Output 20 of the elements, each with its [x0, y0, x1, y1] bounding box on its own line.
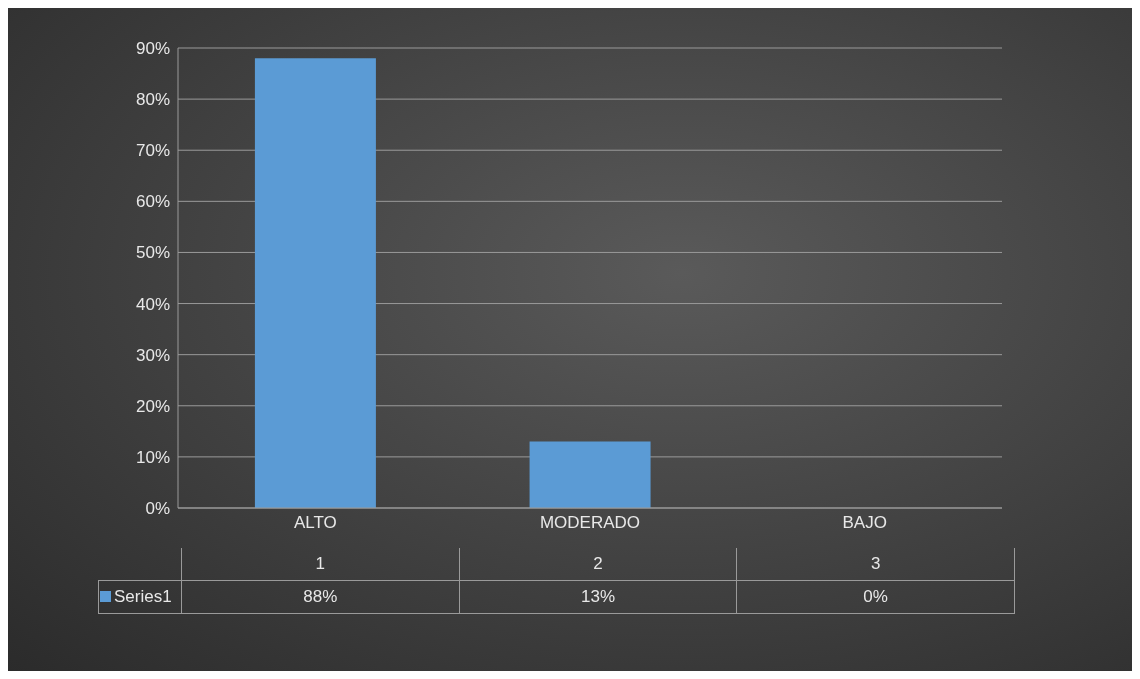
y-tick-label: 70% — [135, 141, 170, 161]
y-tick-label: 30% — [135, 345, 170, 365]
x-tick-label: BAJO — [842, 513, 887, 533]
x-tick-label: ALTO — [293, 513, 337, 533]
x-tick-label: MODERADO — [539, 513, 641, 533]
data-label: 0% — [736, 580, 1015, 614]
y-tick-label: 0% — [145, 499, 170, 519]
text: 3 — [736, 548, 1015, 581]
y-tick-label: 80% — [135, 90, 170, 110]
text: 1 — [181, 548, 460, 581]
y-tick-label: 10% — [135, 447, 170, 467]
y-tick-label: 40% — [135, 294, 170, 314]
data-label: 13% — [459, 580, 737, 614]
y-tick-label: 50% — [135, 243, 170, 263]
text: 2 — [459, 548, 737, 581]
legend-label: Series1 — [113, 587, 172, 606]
y-tick-label: 90% — [135, 39, 170, 59]
y-tick-label: 60% — [135, 192, 170, 212]
y-tick-label: 20% — [135, 396, 170, 416]
data-label: 88% — [181, 580, 460, 614]
